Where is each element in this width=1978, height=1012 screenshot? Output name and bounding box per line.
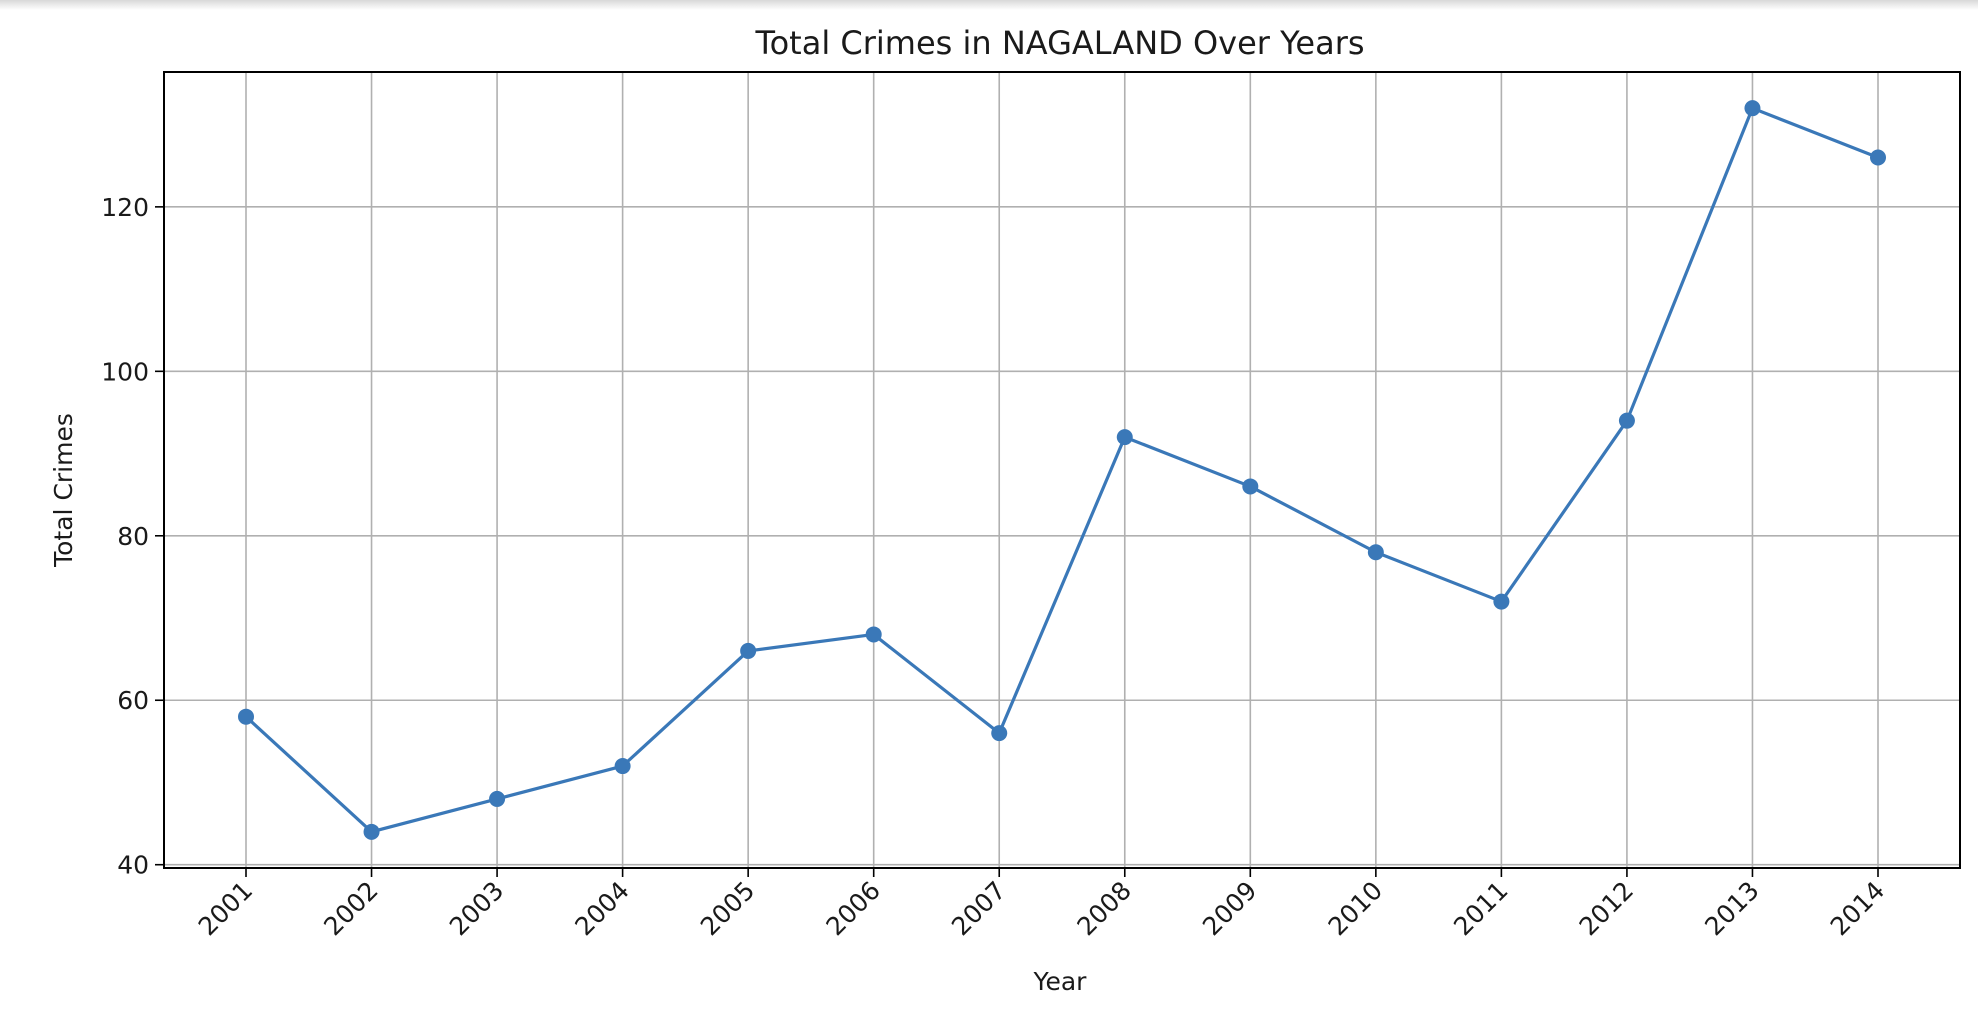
data-point bbox=[238, 708, 254, 725]
grid-lines bbox=[164, 72, 1960, 868]
y-axis: 40 60 80 100 120 bbox=[101, 193, 164, 880]
y-tick-label: 80 bbox=[117, 522, 149, 551]
data-point bbox=[1493, 593, 1510, 610]
data-point bbox=[1744, 100, 1761, 117]
series-layer bbox=[238, 100, 1886, 840]
x-tick-label: 2012 bbox=[1574, 876, 1639, 941]
x-tick-label: 2011 bbox=[1448, 876, 1513, 941]
x-tick-label: 2001 bbox=[193, 876, 258, 941]
window-top-shadow bbox=[0, 0, 1978, 10]
y-tick-label: 120 bbox=[101, 193, 149, 222]
data-point bbox=[1618, 412, 1635, 429]
data-point bbox=[1116, 429, 1133, 446]
x-axis: 2001 2002 2003 2004 2005 2006 2007 2008 2009 2010… bbox=[193, 868, 1890, 941]
data-point bbox=[865, 626, 882, 643]
x-tick-label: 2005 bbox=[695, 876, 760, 941]
y-tick-label: 60 bbox=[117, 686, 149, 715]
data-point bbox=[1367, 544, 1384, 561]
x-tick-label: 2004 bbox=[569, 876, 634, 941]
data-point bbox=[740, 642, 757, 659]
data-point bbox=[489, 790, 506, 807]
data-point bbox=[1870, 149, 1886, 166]
y-axis-label: Total Crimes bbox=[49, 413, 78, 568]
x-tick-label: 2013 bbox=[1699, 876, 1764, 941]
data-point bbox=[1242, 478, 1259, 495]
series-line bbox=[244, 106, 1879, 834]
chart-title: Total Crimes in NAGALAND Over Years bbox=[754, 24, 1364, 62]
x-tick-label: 2009 bbox=[1197, 876, 1262, 941]
data-point bbox=[363, 823, 380, 840]
x-tick-label: 2003 bbox=[444, 876, 509, 941]
data-point bbox=[614, 758, 631, 775]
x-tick-label: 2010 bbox=[1323, 876, 1388, 941]
y-tick-label: 100 bbox=[101, 357, 149, 386]
plot-area-frame bbox=[163, 71, 1961, 869]
y-tick-label: 40 bbox=[117, 851, 149, 880]
x-tick-label: 2006 bbox=[820, 876, 885, 941]
data-point bbox=[991, 725, 1008, 742]
x-tick-label: 2007 bbox=[946, 876, 1011, 941]
x-tick-label: 2008 bbox=[1072, 876, 1137, 941]
x-tick-label: 2014 bbox=[1825, 876, 1890, 941]
x-tick-label: 2002 bbox=[318, 876, 383, 941]
x-axis-label: Year bbox=[1033, 967, 1088, 996]
